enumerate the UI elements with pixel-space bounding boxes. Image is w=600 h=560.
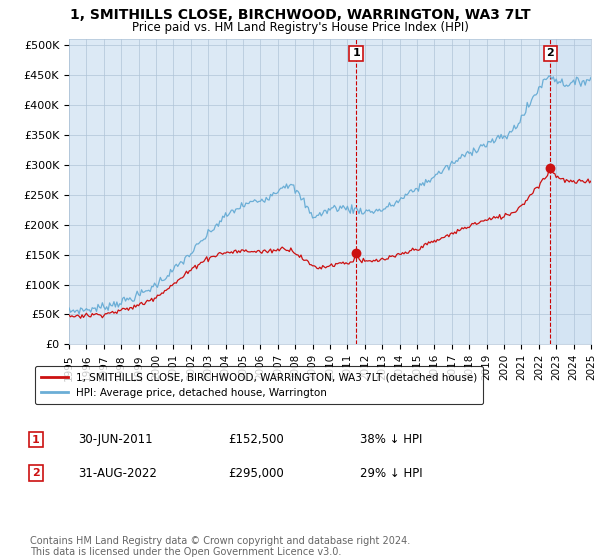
Text: 31-AUG-2022: 31-AUG-2022	[78, 466, 157, 480]
Text: 38% ↓ HPI: 38% ↓ HPI	[360, 433, 422, 446]
Text: Contains HM Land Registry data © Crown copyright and database right 2024.
This d: Contains HM Land Registry data © Crown c…	[30, 535, 410, 557]
Text: 1: 1	[352, 48, 360, 58]
Text: 2: 2	[547, 48, 554, 58]
Text: 29% ↓ HPI: 29% ↓ HPI	[360, 466, 422, 480]
Point	[351, 249, 361, 258]
Text: 2: 2	[32, 468, 40, 478]
Point	[545, 164, 555, 172]
Text: £152,500: £152,500	[228, 433, 284, 446]
Text: 1: 1	[32, 435, 40, 445]
Text: Price paid vs. HM Land Registry's House Price Index (HPI): Price paid vs. HM Land Registry's House …	[131, 21, 469, 34]
Legend: 1, SMITHILLS CLOSE, BIRCHWOOD, WARRINGTON, WA3 7LT (detached house), HPI: Averag: 1, SMITHILLS CLOSE, BIRCHWOOD, WARRINGTO…	[35, 366, 484, 404]
Text: 30-JUN-2011: 30-JUN-2011	[78, 433, 152, 446]
Text: £295,000: £295,000	[228, 466, 284, 480]
Text: 1, SMITHILLS CLOSE, BIRCHWOOD, WARRINGTON, WA3 7LT: 1, SMITHILLS CLOSE, BIRCHWOOD, WARRINGTO…	[70, 8, 530, 22]
Bar	[550, 39, 591, 344]
